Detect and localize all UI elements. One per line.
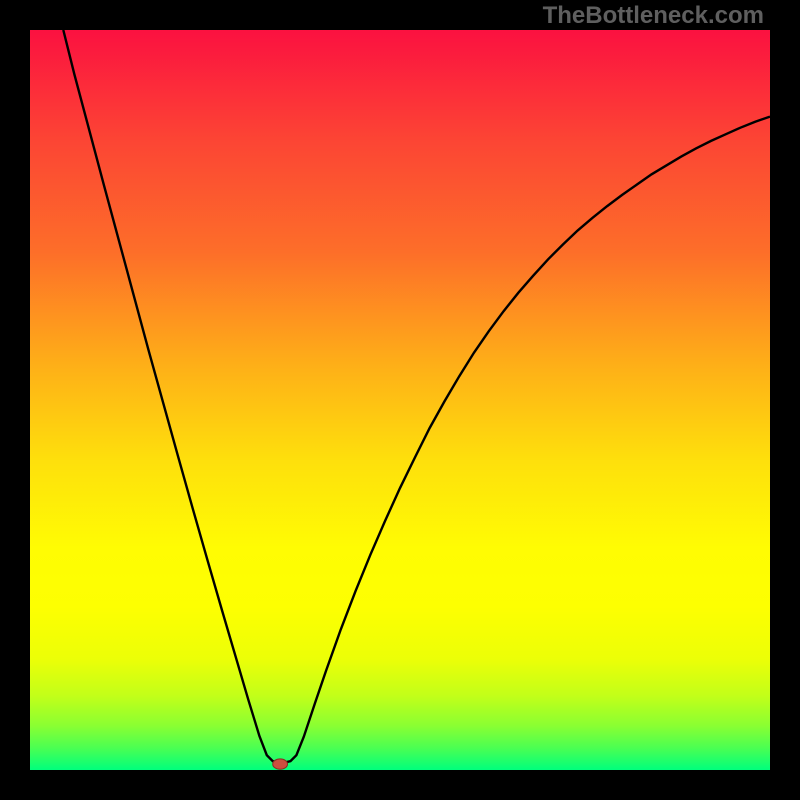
chart-container: TheBottleneck.com	[0, 0, 800, 800]
optimal-point-marker	[273, 759, 288, 769]
watermark-text: TheBottleneck.com	[543, 2, 764, 30]
plot-area	[30, 30, 770, 770]
bottleneck-curve	[30, 30, 770, 770]
